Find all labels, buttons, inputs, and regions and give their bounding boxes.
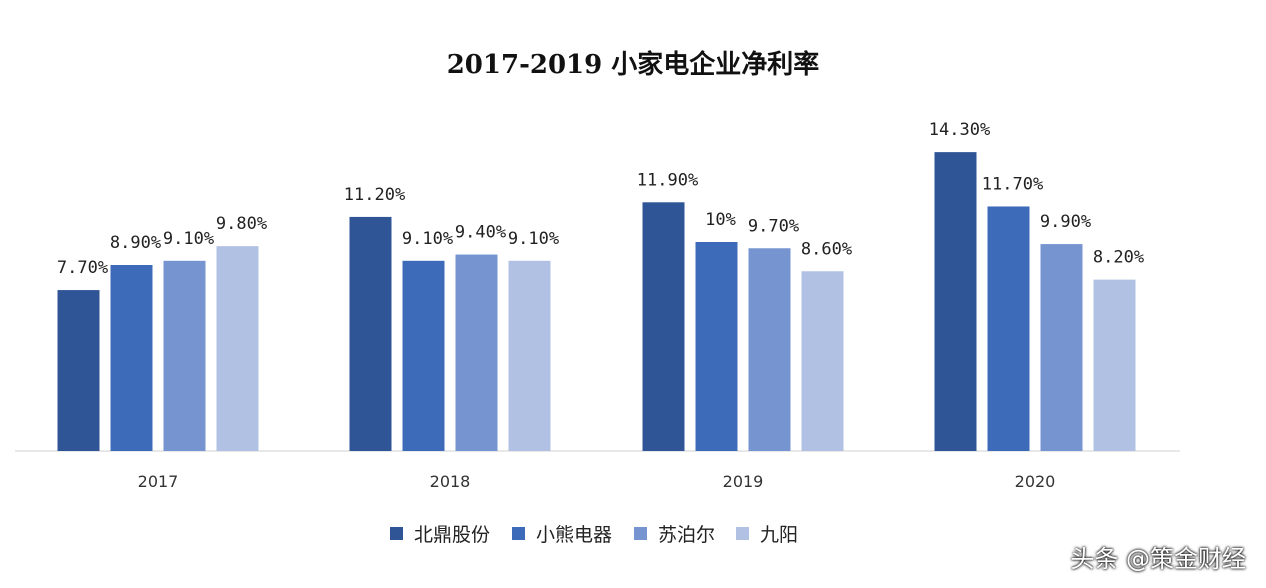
- x-tick-label: 2017: [138, 472, 179, 491]
- data-label: 9.10%: [402, 229, 453, 249]
- bar: [455, 254, 498, 451]
- data-label: 9.40%: [455, 223, 506, 243]
- bar: [349, 216, 392, 451]
- bar: [1093, 279, 1136, 451]
- chart-title: 2017-2019 小家电企业净利率: [446, 50, 820, 80]
- bar: [402, 260, 445, 451]
- watermark: 头条 @策金财经: [1070, 545, 1246, 573]
- bar: [748, 248, 791, 451]
- data-label: 11.20%: [344, 185, 405, 205]
- data-label: 9.80%: [216, 214, 267, 234]
- bar: [987, 206, 1030, 451]
- bar: [508, 260, 551, 451]
- bar: [110, 264, 153, 451]
- data-label: 11.70%: [982, 174, 1043, 194]
- data-label: 7.70%: [57, 258, 108, 278]
- data-label: 10%: [705, 210, 736, 230]
- bar: [1040, 244, 1083, 451]
- bar: [642, 202, 685, 451]
- data-label: 9.70%: [748, 216, 799, 236]
- legend-label: 北鼎股份: [414, 524, 490, 546]
- bar: [934, 152, 977, 451]
- x-tick-label: 2018: [430, 472, 471, 491]
- bar: [801, 271, 844, 451]
- x-tick-label: 2019: [723, 472, 764, 491]
- bar: [57, 290, 100, 451]
- bar: [695, 242, 738, 451]
- data-label: 14.30%: [929, 120, 990, 140]
- data-label: 9.10%: [163, 229, 214, 249]
- data-label: 8.20%: [1093, 248, 1144, 268]
- data-label: 11.90%: [637, 170, 698, 190]
- legend-label: 小熊电器: [536, 524, 612, 546]
- legend-swatch: [390, 527, 403, 540]
- legend-label: 苏泊尔: [658, 524, 715, 546]
- data-label: 8.90%: [110, 233, 161, 253]
- data-label: 9.10%: [508, 229, 559, 249]
- data-label: 8.60%: [801, 239, 852, 259]
- bar: [163, 260, 206, 451]
- legend-swatch: [736, 527, 749, 540]
- legend-swatch: [512, 527, 525, 540]
- data-label: 9.90%: [1040, 212, 1091, 232]
- legend-label: 九阳: [760, 524, 798, 546]
- x-tick-label: 2020: [1015, 472, 1056, 491]
- bar: [216, 246, 259, 451]
- legend-swatch: [634, 527, 647, 540]
